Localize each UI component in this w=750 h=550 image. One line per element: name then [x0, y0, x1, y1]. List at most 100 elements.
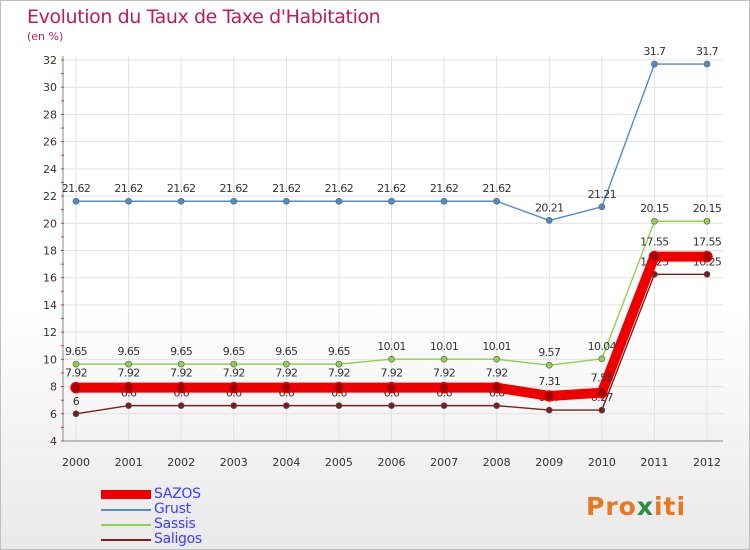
- y-tick-label: 14: [43, 299, 57, 312]
- data-point-sazos: [596, 386, 608, 399]
- data-point-sassis: [545, 361, 553, 369]
- legend-item-sazos: SAZOS: [101, 486, 351, 502]
- data-point-sassis: [440, 355, 448, 363]
- x-tick-label: 2007: [430, 456, 458, 469]
- y-tick-label: 32: [43, 54, 57, 67]
- chart-title: Evolution du Taux de Taxe d'Habitation: [27, 6, 381, 28]
- y-tick-label: 20: [43, 217, 57, 230]
- data-point-sassis: [125, 360, 132, 368]
- data-label-sazos: 7.92: [65, 367, 87, 380]
- data-label-grust: 21.62: [272, 182, 301, 195]
- data-label-sassis: 9.57: [538, 346, 561, 359]
- data-point-sazos: [280, 381, 293, 394]
- x-tick-label: 2012: [693, 456, 721, 469]
- data-label-sazos: 7.92: [433, 367, 455, 380]
- legend: SAZOS Grust Sassis Saligos: [101, 486, 351, 547]
- data-label-grust: 21.62: [430, 182, 459, 195]
- y-tick-label: 6: [50, 408, 57, 421]
- x-tick-label: 2011: [640, 456, 668, 469]
- x-tick-label: 2003: [220, 456, 248, 469]
- data-label-sassis: 9.65: [275, 345, 298, 358]
- data-label-grust: 21.62: [114, 182, 143, 195]
- y-tick-label: 24: [43, 163, 57, 176]
- data-label-grust: 20.21: [535, 201, 564, 214]
- data-point-saligos: [177, 402, 185, 409]
- data-label-sazos: 17.55: [640, 236, 669, 249]
- data-point-grust: [440, 197, 448, 205]
- data-label-sassis: 9.65: [118, 345, 141, 358]
- data-label-grust: 21.62: [325, 182, 354, 195]
- data-point-grust: [545, 217, 553, 224]
- data-point-saligos: [72, 410, 80, 418]
- data-label-grust: 21.62: [62, 182, 91, 195]
- data-label-sassis: 20.15: [693, 202, 722, 215]
- legend-label-sazos: SAZOS: [154, 486, 201, 502]
- data-point-sassis: [283, 360, 290, 368]
- data-point-sazos: [385, 381, 398, 394]
- data-point-sazos: [333, 381, 345, 394]
- data-point-sassis: [703, 217, 711, 225]
- data-point-saligos: [283, 402, 290, 409]
- data-label-sazos: 17.55: [693, 236, 722, 249]
- data-point-grust: [335, 197, 343, 205]
- data-label-sassis: 10.04: [588, 340, 617, 353]
- y-tick-label: 4: [50, 435, 57, 448]
- data-label-sazos: 7.55: [591, 372, 614, 385]
- legend-swatch-grust: [101, 509, 151, 511]
- data-point-grust: [598, 203, 606, 211]
- data-point-grust: [651, 60, 658, 68]
- data-point-grust: [125, 197, 132, 205]
- data-label-sassis: 10.01: [482, 340, 511, 353]
- data-point-grust: [388, 197, 395, 205]
- data-label-sassis: 20.15: [640, 202, 669, 215]
- data-point-sassis: [72, 360, 80, 368]
- x-tick-label: 2008: [483, 456, 511, 469]
- data-point-sazos: [490, 381, 503, 394]
- y-tick-label: 26: [43, 136, 57, 149]
- data-point-grust: [230, 197, 238, 205]
- legend-item-grust: Grust: [101, 501, 351, 517]
- y-tick-label: 22: [43, 190, 57, 203]
- data-point-sazos: [70, 381, 82, 394]
- legend-label-grust: Grust: [154, 501, 191, 517]
- data-point-saligos: [440, 402, 448, 409]
- chart-ylabel: (en %): [27, 30, 64, 43]
- data-label-sassis: 9.65: [170, 345, 193, 358]
- data-label-sazos: 7.92: [118, 367, 140, 380]
- data-point-sazos: [175, 381, 187, 394]
- data-point-saligos: [493, 402, 500, 409]
- data-point-saligos: [230, 402, 238, 409]
- data-label-sazos: 7.31: [538, 375, 560, 388]
- data-label-sazos: 7.92: [486, 367, 508, 380]
- data-point-sassis: [598, 355, 606, 363]
- data-label-sazos: 7.92: [223, 367, 245, 380]
- data-label-sassis: 10.01: [377, 340, 406, 353]
- x-tick-label: 2010: [588, 456, 616, 469]
- data-label-grust: 31.7: [696, 45, 719, 58]
- data-point-sassis: [177, 360, 185, 368]
- legend-swatch-sazos: [101, 490, 151, 499]
- data-point-sazos: [648, 250, 661, 263]
- data-label-grust: 21.62: [220, 182, 249, 195]
- data-label-sassis: 9.65: [65, 345, 88, 358]
- data-label-sazos: 7.92: [380, 367, 402, 380]
- y-tick-label: 30: [43, 81, 57, 94]
- data-point-saligos: [598, 406, 606, 414]
- data-point-sazos: [122, 381, 135, 394]
- data-point-grust: [283, 197, 290, 205]
- data-point-sassis: [651, 217, 658, 225]
- y-tick-label: 8: [50, 381, 57, 394]
- data-point-sassis: [388, 355, 395, 363]
- data-point-saligos: [545, 406, 553, 414]
- y-tick-label: 16: [43, 272, 57, 285]
- data-point-sazos: [438, 381, 450, 394]
- data-label-sassis: 9.65: [328, 345, 351, 358]
- data-label-sazos: 7.92: [170, 367, 192, 380]
- x-tick-label: 2001: [115, 456, 143, 469]
- data-point-sassis: [493, 355, 500, 363]
- y-tick-label: 12: [43, 326, 57, 339]
- data-point-sassis: [335, 360, 343, 368]
- x-tick-label: 2005: [325, 456, 353, 469]
- data-point-grust: [177, 197, 185, 205]
